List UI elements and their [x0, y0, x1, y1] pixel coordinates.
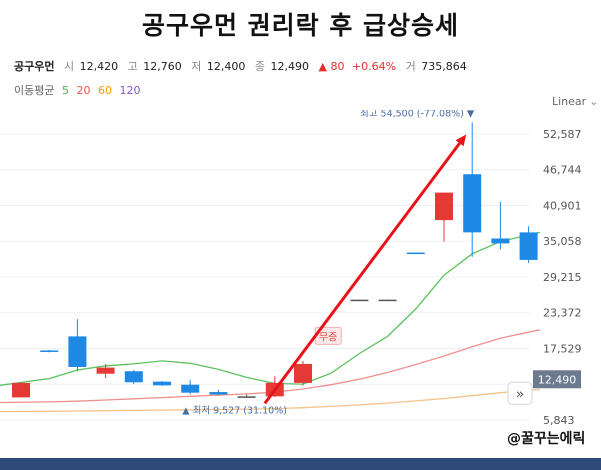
change-percent: +0.64% — [351, 60, 397, 73]
candle-body — [350, 299, 369, 302]
high-annotation: 최고 54,500 (-77.08%) ▼ — [360, 110, 475, 119]
candle-body — [68, 336, 87, 367]
banner-title: 공구우먼 권리락 후 급상승세 — [141, 11, 460, 40]
volume-label: 거 — [405, 60, 416, 73]
low-label: 저 — [191, 60, 202, 73]
y-tick-label: 52,587 — [543, 128, 582, 141]
badge-text: 무증 — [319, 331, 337, 343]
candle-body — [519, 232, 538, 260]
y-tick-label: 23,372 — [543, 307, 582, 320]
open-label: 시 — [63, 60, 75, 73]
watermark-text: @꿀꾸는에릭 — [507, 431, 586, 447]
quote-info-row: 공구우먼 시 12,420 고 12,760 저 12,400 종 12,490… — [14, 58, 473, 74]
candle-body — [378, 299, 397, 302]
y-tick-label: 46,744 — [543, 164, 582, 177]
moving-average-legend[interactable]: 이동평균 5 20 60 120 — [14, 82, 144, 98]
last-price-text: 12,490 — [538, 373, 577, 386]
y-tick-label: 40,901 — [543, 199, 582, 212]
candle-body — [463, 174, 482, 233]
ma-120-label: 120 — [119, 84, 141, 97]
y-tick-label: 35,058 — [543, 235, 582, 248]
y-tick-label: 5,843 — [543, 414, 575, 427]
close-value: 12,490 — [270, 60, 309, 73]
candle-body — [209, 392, 228, 395]
candle-body — [294, 363, 312, 383]
scale-type-selector[interactable]: Linear ⌄ — [552, 95, 598, 108]
low-annotation: ▲ 최저 9,527 (31.10%) — [182, 405, 287, 416]
high-value: 12,760 — [143, 60, 182, 73]
trend-arrow-line — [263, 142, 461, 405]
y-tick-label: 29,215 — [543, 271, 582, 284]
candle-body — [237, 396, 256, 398]
ma-20-label: 20 — [76, 84, 91, 97]
candle-body — [435, 192, 453, 221]
candle-body — [406, 252, 425, 255]
last-price-badge — [533, 370, 581, 389]
stock-name: 공구우먼 — [14, 60, 55, 73]
candlestick-chart[interactable]: 5,843 17,529 23,372 29,215 35,058 40,901 46,74… — [0, 110, 601, 435]
scroll-right-button — [507, 381, 533, 405]
high-label: 고 — [127, 60, 138, 73]
double-chevron-right-icon[interactable]: » — [516, 386, 525, 402]
trend-arrow-head — [455, 134, 467, 147]
candle-body — [96, 367, 115, 374]
change-value: 80 — [330, 60, 345, 73]
volume-value: 735,864 — [421, 60, 467, 73]
candle-body — [40, 350, 59, 352]
candle-body — [124, 371, 143, 383]
close-label: 종 — [254, 60, 265, 73]
ma-5-label: 5 — [61, 84, 69, 97]
y-tick-label: 17,529 — [543, 342, 582, 355]
ma-60-label: 60 — [97, 84, 112, 97]
bottom-bar — [0, 458, 601, 470]
candle-body — [12, 382, 30, 398]
candle-body — [153, 381, 171, 386]
low-value: 12,400 — [206, 60, 246, 73]
candle-body — [491, 238, 510, 244]
change-arrow-icon: ▲ — [318, 60, 327, 73]
open-value: 12,420 — [79, 60, 119, 73]
ma-60-line — [0, 388, 541, 413]
chevron-down-icon: ⌄ — [589, 95, 599, 108]
ma-legend-label: 이동평균 — [14, 84, 55, 97]
candle-body — [181, 384, 200, 393]
scale-type-label: Linear — [552, 95, 587, 108]
